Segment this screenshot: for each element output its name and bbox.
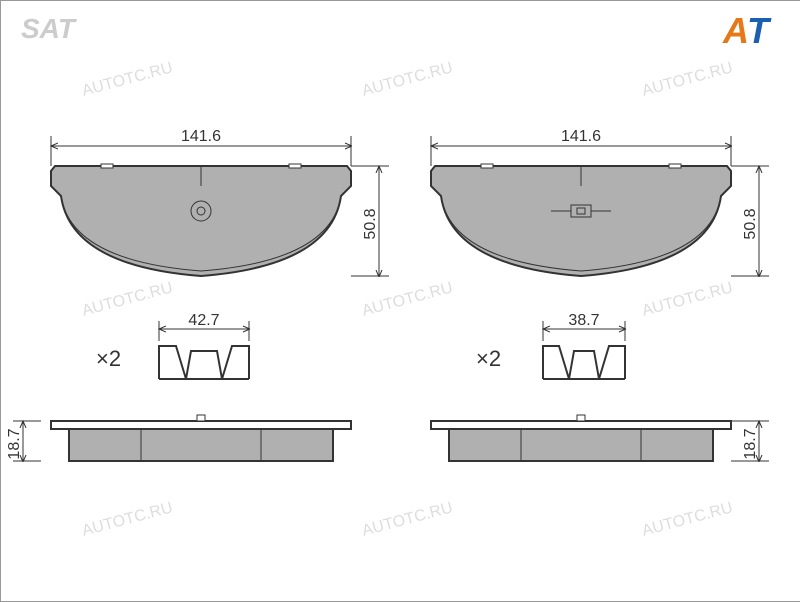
dim-left-thick: 18.7 <box>6 428 23 459</box>
dim-right-thick: 18.7 <box>742 428 759 459</box>
dim-right-clip: 38.7 <box>568 312 599 329</box>
dim-right-width: 141.6 <box>561 128 601 145</box>
dim-right-height: 50.8 <box>742 208 759 239</box>
right-clip: ×2 38.7 <box>476 312 625 379</box>
qty-right: ×2 <box>476 346 501 371</box>
right-side: 18.7 <box>431 415 769 461</box>
dim-left-height: 50.8 <box>362 208 379 239</box>
left-pad-top: 141.6 50.8 <box>51 128 389 276</box>
qty-left: ×2 <box>96 346 121 371</box>
technical-drawing: 141.6 50.8 141.6 <box>1 1 800 601</box>
dim-left-clip: 42.7 <box>188 312 219 329</box>
diagram-container: SAT A T AUTOTC.RU AUTOTC.RU AUTOTC.RU AU… <box>0 0 800 602</box>
dim-left-width: 141.6 <box>181 128 221 145</box>
right-pad-top: 141.6 50.8 <box>431 128 769 276</box>
left-side: 18.7 <box>6 415 351 461</box>
left-clip: ×2 42.7 <box>96 312 249 379</box>
